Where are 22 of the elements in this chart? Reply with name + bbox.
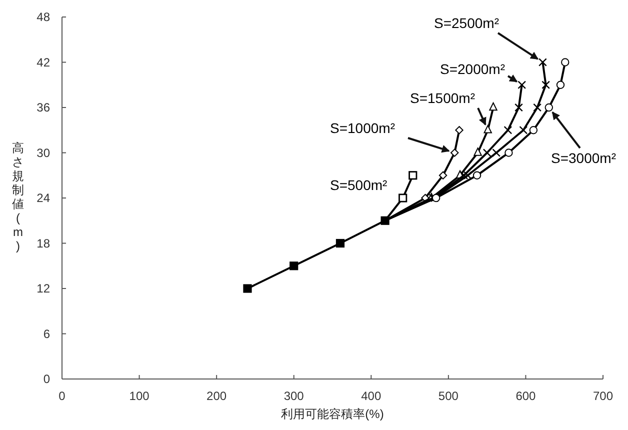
y-tick-label: 30 bbox=[36, 146, 50, 160]
x-tick-label: 200 bbox=[206, 389, 227, 403]
y-tick-label: 48 bbox=[36, 10, 50, 24]
x-tick-label: 300 bbox=[284, 389, 304, 403]
x-tick-label: 100 bbox=[129, 389, 150, 403]
y-tick-label: 42 bbox=[36, 55, 50, 70]
y-tick-label: 6 bbox=[43, 326, 50, 341]
x-tick-label: 700 bbox=[592, 389, 614, 403]
x-tick-label: 0 bbox=[58, 389, 66, 403]
y-tick-label: 18 bbox=[36, 236, 50, 250]
series-label: S=2000m² bbox=[440, 61, 506, 77]
x-tick-label: 600 bbox=[516, 389, 536, 403]
x-tick-label: 400 bbox=[361, 389, 382, 403]
y-tick-label: 0 bbox=[43, 372, 50, 386]
y-tick-label: 36 bbox=[36, 100, 50, 114]
y-tick-label: 24 bbox=[36, 191, 50, 205]
y-axis-title: 高さ規制値(m) bbox=[12, 141, 24, 253]
x-axis-title: 利用可能容積率(%) bbox=[281, 407, 384, 421]
y-tick-label: 12 bbox=[36, 282, 50, 296]
series-label: S=3000m² bbox=[551, 150, 616, 166]
x-tick-label: 500 bbox=[438, 389, 459, 403]
series-label: S=1500m² bbox=[410, 90, 476, 106]
